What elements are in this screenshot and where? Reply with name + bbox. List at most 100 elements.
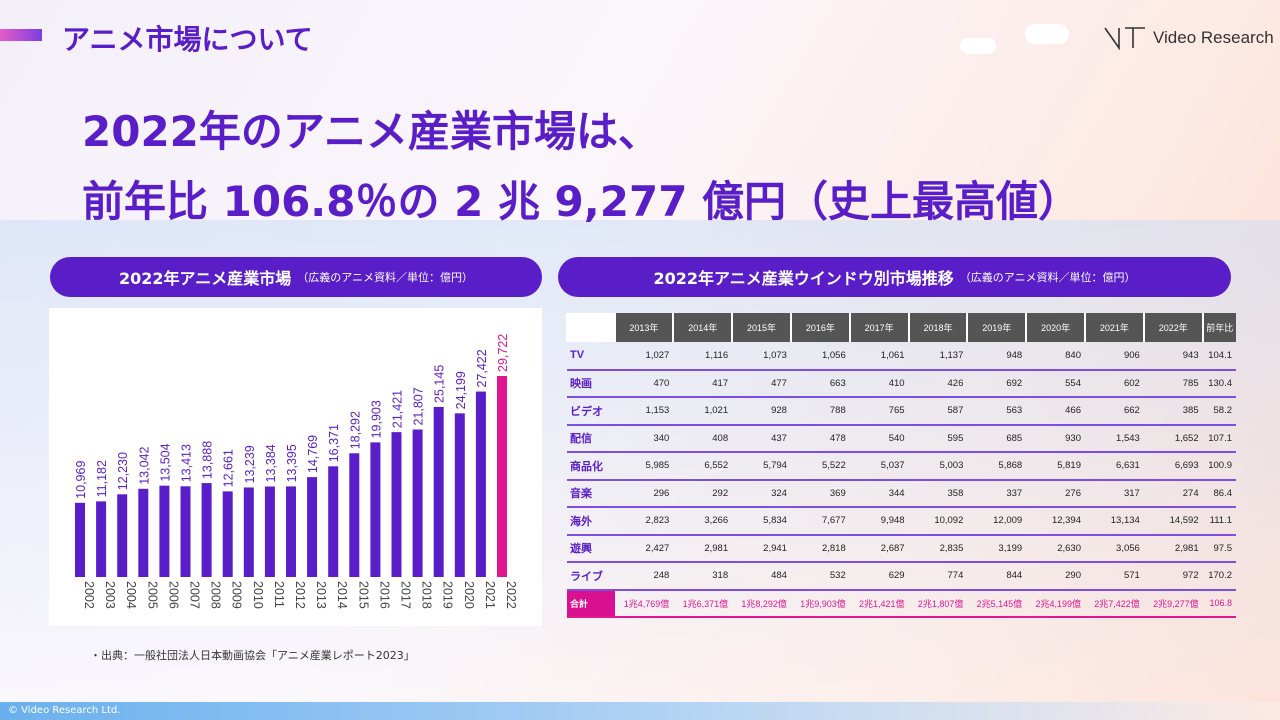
bar bbox=[159, 485, 170, 577]
table-cell: 6,552 bbox=[673, 452, 733, 481]
table-cell: 2兆1,421億 bbox=[849, 589, 909, 618]
year-label: 2015 bbox=[356, 581, 370, 609]
table-cell: 5,868 bbox=[967, 452, 1027, 481]
table-cell: 587 bbox=[908, 397, 968, 426]
year-label: 2022 bbox=[504, 581, 518, 609]
table-cell: 12,009 bbox=[967, 507, 1027, 536]
table-cell: 276 bbox=[1026, 479, 1085, 508]
table-cell: 100.9 bbox=[1202, 452, 1236, 481]
value-label: 13,395 bbox=[285, 444, 299, 482]
year-label: 2013 bbox=[314, 581, 328, 609]
bar bbox=[454, 413, 465, 577]
table-cell: 972 bbox=[1143, 562, 1203, 591]
column-header: 2014年 bbox=[672, 313, 733, 342]
column-header: 2019年 bbox=[966, 313, 1027, 342]
bar bbox=[286, 486, 296, 577]
row-label: ビデオ bbox=[567, 397, 615, 426]
table-cell: 107.1 bbox=[1202, 424, 1236, 453]
value-label: 19,903 bbox=[369, 400, 383, 438]
left-panel-note: （広義のアニメ資料／単位：億円） bbox=[297, 271, 473, 284]
value-label: 11,182 bbox=[95, 460, 109, 497]
table-cell: 358 bbox=[908, 479, 968, 508]
table-cell: 6,693 bbox=[1143, 452, 1203, 481]
table-cell: 685 bbox=[967, 424, 1027, 453]
table-row: 海外 2,823 3,266 5,834 7,677 9,948 10,092 12,009 1… bbox=[567, 507, 1236, 536]
source-note: ・出典：一般社団法人日本動画協会「アニメ産業レポート2023」 bbox=[90, 649, 415, 662]
table-cell: 532 bbox=[790, 562, 850, 591]
table-cell: 130.4 bbox=[1202, 369, 1236, 398]
bar bbox=[433, 406, 444, 577]
column-header: 前年比 bbox=[1201, 313, 1236, 342]
table-cell: 1兆9,903億 bbox=[790, 589, 850, 618]
bar bbox=[117, 494, 128, 577]
table-cell: 540 bbox=[849, 424, 909, 453]
bar bbox=[96, 501, 107, 577]
table-cell: 563 bbox=[967, 397, 1027, 426]
value-label: 12,661 bbox=[222, 449, 236, 487]
table-cell: 385 bbox=[1143, 397, 1203, 426]
table-cell: 344 bbox=[849, 479, 909, 508]
table-cell: 9,948 bbox=[849, 507, 909, 536]
bar bbox=[222, 491, 233, 577]
left-panel-title: 2022年アニメ産業市場 bbox=[119, 269, 292, 288]
bar bbox=[412, 429, 423, 577]
copyright: © Video Research Ltd. bbox=[8, 705, 121, 716]
table-cell: 10,092 bbox=[908, 507, 968, 536]
year-label: 2019 bbox=[441, 581, 455, 609]
table-cell: 1,021 bbox=[673, 397, 733, 426]
bar bbox=[243, 487, 254, 577]
year-label: 2002 bbox=[82, 581, 96, 609]
footer-bar bbox=[0, 702, 1280, 720]
row-label: 商品化 bbox=[567, 452, 615, 481]
row-label: 遊興 bbox=[567, 534, 615, 563]
value-label: 16,371 bbox=[327, 424, 341, 462]
value-label: 21,807 bbox=[412, 387, 426, 425]
logo-mark-icon bbox=[1104, 27, 1145, 50]
table-cell: 2兆1,807億 bbox=[908, 589, 968, 618]
table-cell: 2,981 bbox=[673, 534, 733, 563]
cloud-icon bbox=[1025, 24, 1069, 44]
table-row: TV 1,027 1,116 1,073 1,056 1,061 1,137 948 840 90… bbox=[567, 342, 1236, 371]
table-cell: 170.2 bbox=[1202, 562, 1236, 591]
table-cell: 1,073 bbox=[732, 342, 791, 371]
table-cell: 248 bbox=[614, 562, 674, 591]
table-cell: 337 bbox=[967, 479, 1027, 508]
table-cell: 2,427 bbox=[614, 534, 674, 563]
table-cell: 1,137 bbox=[908, 342, 968, 371]
table-cell: 928 bbox=[732, 397, 791, 426]
chart-svg: 10,969 2002 11,182 2003 12,230 2004 13,042 2005… bbox=[74, 334, 518, 609]
market-bar-chart: 10,969 2002 11,182 2003 12,230 2004 13,042 2005… bbox=[49, 308, 542, 626]
table-cell: 408 bbox=[673, 424, 733, 453]
table-cell: 369 bbox=[790, 479, 850, 508]
table-cell: 2兆9,277億 bbox=[1143, 589, 1203, 618]
table-cell: 692 bbox=[967, 369, 1027, 398]
table-cell: 437 bbox=[732, 424, 791, 453]
table-cell: 2,941 bbox=[732, 534, 791, 563]
row-label: 海外 bbox=[567, 507, 615, 536]
table-cell: 477 bbox=[732, 369, 791, 398]
table-cell: 906 bbox=[1085, 342, 1144, 371]
value-label: 27,422 bbox=[475, 349, 489, 387]
year-label: 2003 bbox=[103, 581, 117, 609]
value-label: 18,292 bbox=[348, 411, 362, 449]
table-cell: 58.2 bbox=[1202, 397, 1236, 426]
table-cell: 1,652 bbox=[1143, 424, 1203, 453]
table-cell: 1,056 bbox=[790, 342, 850, 371]
bar bbox=[497, 376, 507, 577]
value-label: 13,888 bbox=[201, 441, 215, 479]
table-cell: 7,677 bbox=[790, 507, 850, 536]
table-cell: 948 bbox=[967, 342, 1027, 371]
headline-line1: 2022年のアニメ産業市場は、 bbox=[82, 107, 661, 156]
bar bbox=[138, 488, 149, 577]
year-label: 2008 bbox=[209, 581, 223, 609]
table-cell: 340 bbox=[614, 424, 674, 453]
table-cell: 296 bbox=[614, 479, 674, 508]
year-label: 2006 bbox=[166, 581, 180, 609]
table-cell: 785 bbox=[1143, 369, 1203, 398]
table-cell: 1兆4,769億 bbox=[614, 589, 674, 618]
table-cell: 943 bbox=[1143, 342, 1203, 371]
value-label: 24,199 bbox=[454, 371, 468, 409]
column-header: 2021年 bbox=[1084, 313, 1144, 342]
table-cell: 5,819 bbox=[1026, 452, 1085, 481]
year-label: 2011 bbox=[272, 581, 286, 608]
